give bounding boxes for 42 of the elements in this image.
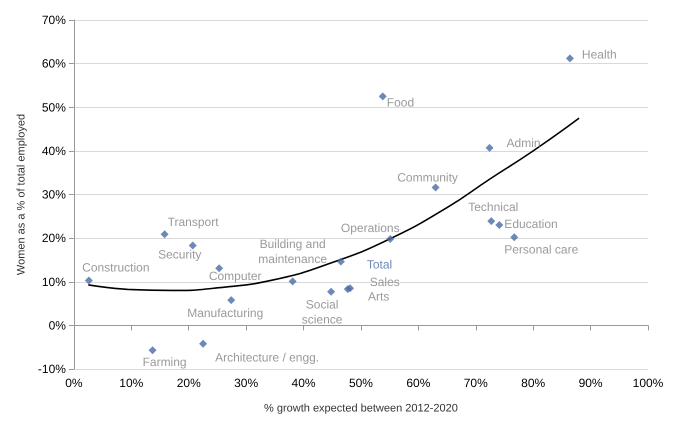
y-tick-label: 70% (42, 13, 66, 27)
annotation: Arts (368, 289, 390, 304)
x-tick-label: 70% (464, 376, 488, 390)
annotation: Building and maintenance (258, 236, 328, 266)
x-tick-label: 100% (632, 376, 664, 390)
y-tick-label: 60% (42, 56, 66, 71)
annotation: Admin (506, 136, 541, 150)
y-tick-label: 10% (42, 274, 66, 289)
annotation: Food (386, 95, 414, 110)
annotation: Personal care (504, 242, 579, 256)
annotation: Operations (340, 220, 400, 235)
annotation: Sales (370, 275, 400, 290)
x-tick-label: 60% (406, 376, 431, 390)
x-tick-label: 10% (119, 376, 144, 390)
annotation: Social science (302, 297, 343, 326)
y-tick-label: 50% (42, 100, 66, 114)
x-tick-label: 80% (521, 376, 546, 390)
x-tick-label: 20% (176, 376, 202, 390)
annotation: Total (366, 258, 392, 272)
annotation: Community (397, 170, 458, 185)
x-tick-label: 50% (348, 376, 374, 390)
x-tick-label: 30% (234, 376, 258, 390)
y-tick-label: -10% (38, 362, 66, 376)
annotation: Security (158, 248, 202, 262)
x-tick-label: 0% (65, 376, 83, 390)
annotation: Education (504, 217, 558, 232)
x-axis-title: % growth expected between 2012-2020 (264, 402, 458, 414)
annotation: Computer (208, 269, 262, 284)
y-tick-label: 40% (42, 144, 66, 158)
x-tick-label: 40% (292, 376, 316, 390)
y-tick-label: 0% (48, 318, 66, 332)
annotation: Architecture / engg. (215, 350, 320, 365)
annotation: Manufacturing (187, 306, 264, 320)
x-tick-label: 90% (578, 376, 603, 390)
annotation: Technical (468, 200, 518, 214)
y-axis-title: Women as a % of total employed (16, 114, 28, 276)
y-tick-label: 30% (42, 188, 66, 202)
annotation: Construction (82, 260, 150, 274)
annotation: Health (582, 47, 617, 62)
annotation: Farming (142, 355, 187, 370)
y-tick-label: 20% (42, 231, 66, 246)
annotation: Transport (168, 215, 220, 230)
